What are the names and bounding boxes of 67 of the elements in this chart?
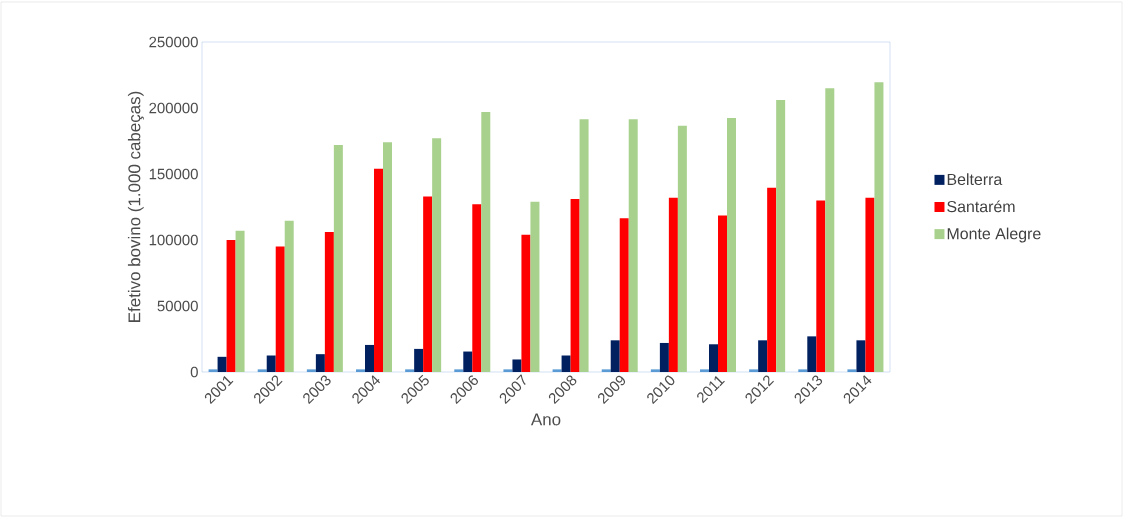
legend-label: Belterra — [947, 173, 1003, 186]
bar — [856, 340, 866, 372]
bar — [709, 344, 719, 372]
bar — [552, 369, 562, 372]
bar — [315, 354, 325, 372]
bar — [454, 369, 464, 372]
y-axis-title: Efetivo bovino (1.000 cabeças) — [127, 91, 144, 322]
bar — [659, 342, 669, 372]
bar — [356, 369, 365, 372]
bar — [579, 119, 589, 372]
x-axis-title: Ano — [530, 413, 561, 426]
bar — [472, 204, 482, 372]
bar — [208, 369, 218, 372]
bar — [257, 369, 267, 372]
bar — [383, 142, 392, 372]
bar — [405, 369, 415, 372]
bar — [374, 168, 383, 372]
bar — [226, 240, 236, 372]
bar — [749, 369, 759, 372]
bar — [217, 356, 227, 372]
bar — [628, 119, 638, 372]
bar — [718, 215, 728, 372]
y-tick-label: 150000 — [149, 168, 198, 180]
bar — [275, 246, 285, 372]
bar — [561, 355, 571, 372]
bar — [767, 187, 777, 372]
bar — [512, 359, 522, 372]
bar — [503, 369, 513, 372]
bar — [807, 336, 817, 372]
bar — [816, 200, 826, 372]
bar — [414, 348, 424, 372]
legend-label: Monte Alegre — [947, 227, 1041, 243]
y-tick-label: 50000 — [157, 300, 198, 312]
bar — [650, 369, 660, 372]
bar — [758, 340, 768, 372]
legend-label: Santarém — [947, 200, 1015, 213]
bar — [481, 111, 491, 372]
bar — [700, 369, 710, 372]
bar — [235, 230, 245, 372]
bar — [776, 100, 786, 372]
y-tick-label: 200000 — [149, 102, 198, 114]
bar — [530, 201, 540, 372]
bar — [847, 369, 857, 372]
bar — [423, 196, 433, 372]
y-tick-label: 0 — [190, 366, 198, 378]
y-tick-label: 250000 — [149, 36, 198, 48]
bar — [610, 340, 620, 372]
bar — [324, 232, 334, 372]
bar — [874, 82, 884, 372]
bar — [619, 218, 629, 372]
bar — [266, 355, 276, 372]
bar — [601, 369, 611, 372]
y-tick-label: 100000 — [149, 234, 198, 246]
bar — [798, 369, 808, 372]
bar — [521, 234, 531, 372]
bar — [668, 197, 678, 372]
bar — [365, 344, 374, 372]
bar — [284, 220, 294, 372]
bar — [333, 144, 343, 372]
bar — [865, 197, 875, 372]
bar — [570, 199, 580, 372]
bar — [677, 125, 687, 372]
bar — [306, 369, 316, 372]
bar — [825, 88, 835, 372]
bar — [463, 351, 473, 372]
bar — [727, 117, 737, 372]
bar — [432, 138, 442, 372]
